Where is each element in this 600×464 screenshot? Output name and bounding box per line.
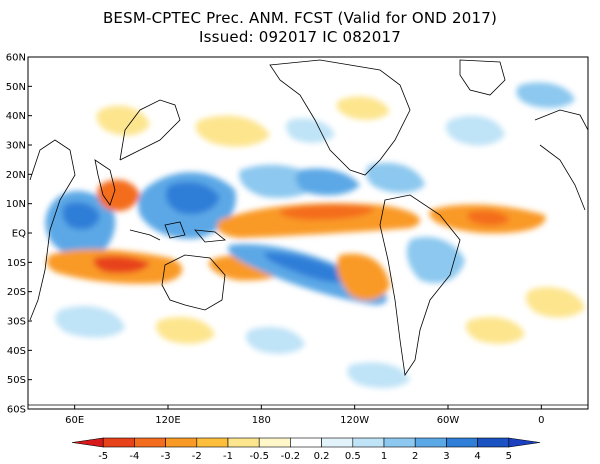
legend-swatch: [71, 437, 104, 448]
longitude-axis: 60E 120E 180 120W 60W 0: [65, 405, 545, 426]
legend-label: 1: [381, 451, 387, 462]
anomaly-patch: [525, 287, 585, 318]
color-legend: -5 -4 -3 -2 -1 -0.5 -0.2 0.2 0.5 1 2 3 4 5: [71, 437, 541, 462]
legend-label: 3: [443, 451, 449, 462]
legend-swatch: [383, 437, 416, 448]
legend-label: 2: [412, 451, 418, 462]
legend-label: 0.2: [314, 451, 330, 462]
anomaly-patch: [467, 210, 510, 226]
legend-label: -0.2: [281, 451, 301, 462]
anomaly-patch: [516, 82, 575, 108]
legend-swatch: [102, 437, 135, 448]
anomaly-patch: [336, 253, 390, 301]
anomaly-patch: [165, 181, 220, 215]
anomaly-patch: [347, 362, 410, 389]
anomaly-patch: [279, 204, 375, 220]
coastline-africa: [29, 139, 76, 321]
coastline-australia: [161, 254, 226, 311]
lat-label: 20N: [6, 170, 26, 181]
legend-swatch: [321, 437, 354, 448]
legend-swatch: [258, 437, 291, 448]
legend-label: 4: [474, 451, 480, 462]
legend-label: -2: [192, 451, 202, 462]
anomaly-patch: [445, 115, 505, 146]
coastline-new-guinea: [194, 229, 227, 243]
lon-label: 120E: [155, 415, 180, 426]
legend-swatch: [196, 437, 229, 448]
coastlines: [28, 59, 588, 406]
lat-label: 50N: [6, 82, 26, 93]
map-subtitle: Issued: 092017 IC 082017: [199, 28, 401, 46]
anomaly-field: [45, 82, 585, 389]
legend-swatch: [352, 437, 385, 448]
lon-label: 60W: [437, 415, 460, 426]
anomaly-patch: [286, 118, 335, 143]
coastline-india: [94, 159, 116, 206]
anomaly-patch: [365, 162, 425, 193]
lon-label: 120W: [340, 415, 369, 426]
legend-label: 0.5: [345, 451, 361, 462]
legend-swatch: [134, 437, 166, 448]
lat-label: 10S: [7, 258, 26, 269]
anomaly-patch: [55, 306, 125, 338]
anomaly-patch: [62, 202, 100, 230]
anomaly-patch: [245, 326, 305, 354]
coastline-west-africa: [539, 144, 586, 211]
coastline-south-america: [379, 194, 461, 377]
lat-label: 40N: [6, 111, 26, 122]
legend-label: 5: [506, 451, 512, 462]
anomaly-patch: [93, 256, 150, 274]
legend-label: -0.5: [249, 451, 269, 462]
legend-swatch: [477, 437, 510, 448]
anomaly-patch: [97, 179, 140, 212]
anomaly-patch: [264, 252, 355, 283]
anomaly-patch: [295, 168, 360, 196]
lat-label: 30N: [6, 141, 26, 152]
lon-label: 0: [538, 415, 544, 426]
lat-label: 50S: [7, 375, 26, 386]
lat-label: 20S: [7, 287, 26, 298]
legend-label: -5: [98, 451, 108, 462]
lat-label: 40S: [7, 346, 26, 357]
map-title: BESM-CPTEC Prec. ANM. FCST (Valid for ON…: [102, 9, 498, 27]
legend-swatch: [227, 437, 260, 448]
lon-label: 60E: [65, 415, 84, 426]
legend-label: -3: [161, 451, 171, 462]
anomaly-patch: [465, 316, 525, 344]
legend-swatch: [508, 437, 541, 448]
latitude-axis: 60N 50N 40N 30N 20N 10N EQ 10S 20S 30S 40S 50S 60S: [6, 53, 32, 416]
legend-swatch: [290, 437, 322, 448]
legend-swatch: [446, 437, 478, 448]
anomaly-patch: [155, 316, 215, 344]
lat-label: 60N: [6, 53, 26, 64]
lon-label: 180: [252, 415, 271, 426]
coastline-north-america: [269, 59, 411, 176]
anomaly-patch: [195, 115, 270, 147]
anomaly-patch: [336, 96, 390, 120]
legend-label: -4: [129, 451, 139, 462]
lat-label: 60S: [7, 405, 26, 416]
anomaly-patch: [96, 105, 150, 136]
coastline-sumatra: [129, 229, 161, 241]
coastline-borneo: [164, 221, 186, 239]
lat-label: EQ: [12, 229, 26, 240]
anomaly-patch: [406, 236, 465, 284]
lat-label: 10N: [6, 199, 26, 210]
coastline-europe: [534, 109, 588, 131]
legend-swatch: [414, 437, 447, 448]
legend-label: -1: [223, 451, 233, 462]
coastline-east-asia: [119, 99, 181, 161]
legend-swatch: [165, 437, 198, 448]
coastline-greenland: [459, 59, 506, 96]
lat-label: 30S: [7, 317, 26, 328]
